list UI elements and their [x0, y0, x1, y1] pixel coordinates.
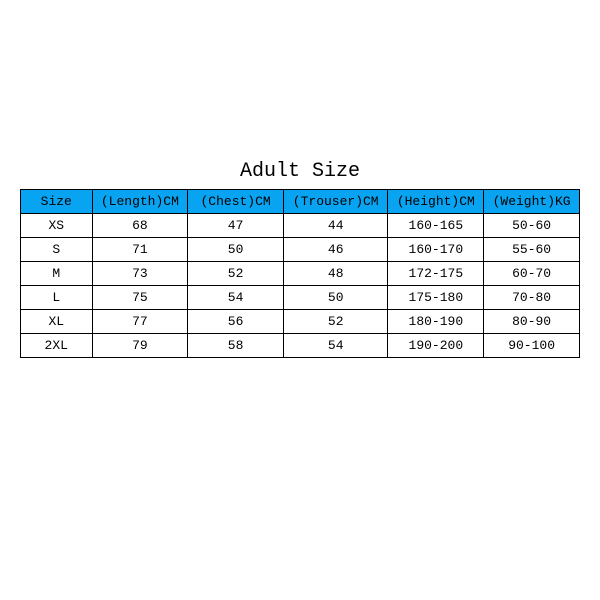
- table-row: M 73 52 48 172-175 60-70: [21, 262, 580, 286]
- cell-height: 160-170: [388, 238, 484, 262]
- header-height: (Height)CM: [388, 190, 484, 214]
- cell-weight: 60-70: [484, 262, 580, 286]
- size-table-body: XS 68 47 44 160-165 50-60 S 71 50 46 160…: [21, 214, 580, 358]
- cell-chest: 56: [188, 310, 284, 334]
- cell-weight: 50-60: [484, 214, 580, 238]
- cell-size: 2XL: [21, 334, 93, 358]
- cell-length: 75: [92, 286, 188, 310]
- cell-height: 190-200: [388, 334, 484, 358]
- cell-chest: 52: [188, 262, 284, 286]
- table-row: XL 77 56 52 180-190 80-90: [21, 310, 580, 334]
- table-row: L 75 54 50 175-180 70-80: [21, 286, 580, 310]
- cell-length: 79: [92, 334, 188, 358]
- cell-chest: 50: [188, 238, 284, 262]
- cell-trouser: 48: [283, 262, 388, 286]
- cell-size: XS: [21, 214, 93, 238]
- size-table-header-row: Size (Length)CM (Chest)CM (Trouser)CM (H…: [21, 190, 580, 214]
- cell-height: 160-165: [388, 214, 484, 238]
- cell-weight: 70-80: [484, 286, 580, 310]
- cell-height: 180-190: [388, 310, 484, 334]
- cell-height: 175-180: [388, 286, 484, 310]
- cell-size: M: [21, 262, 93, 286]
- header-size: Size: [21, 190, 93, 214]
- cell-trouser: 44: [283, 214, 388, 238]
- table-row: 2XL 79 58 54 190-200 90-100: [21, 334, 580, 358]
- header-length: (Length)CM: [92, 190, 188, 214]
- size-table: Size (Length)CM (Chest)CM (Trouser)CM (H…: [20, 189, 580, 358]
- cell-weight: 80-90: [484, 310, 580, 334]
- size-chart-panel: Adult Size Size (Length)CM (Chest)CM (Tr…: [0, 0, 600, 600]
- cell-size: L: [21, 286, 93, 310]
- cell-chest: 47: [188, 214, 284, 238]
- cell-weight: 90-100: [484, 334, 580, 358]
- cell-length: 71: [92, 238, 188, 262]
- cell-length: 77: [92, 310, 188, 334]
- cell-chest: 54: [188, 286, 284, 310]
- cell-trouser: 52: [283, 310, 388, 334]
- cell-trouser: 50: [283, 286, 388, 310]
- table-row: S 71 50 46 160-170 55-60: [21, 238, 580, 262]
- cell-height: 172-175: [388, 262, 484, 286]
- cell-weight: 55-60: [484, 238, 580, 262]
- header-weight: (Weight)KG: [484, 190, 580, 214]
- cell-trouser: 46: [283, 238, 388, 262]
- cell-size: S: [21, 238, 93, 262]
- header-trouser: (Trouser)CM: [283, 190, 388, 214]
- cell-trouser: 54: [283, 334, 388, 358]
- cell-length: 68: [92, 214, 188, 238]
- cell-chest: 58: [188, 334, 284, 358]
- cell-length: 73: [92, 262, 188, 286]
- header-chest: (Chest)CM: [188, 190, 284, 214]
- cell-size: XL: [21, 310, 93, 334]
- chart-title: Adult Size: [240, 160, 360, 183]
- table-row: XS 68 47 44 160-165 50-60: [21, 214, 580, 238]
